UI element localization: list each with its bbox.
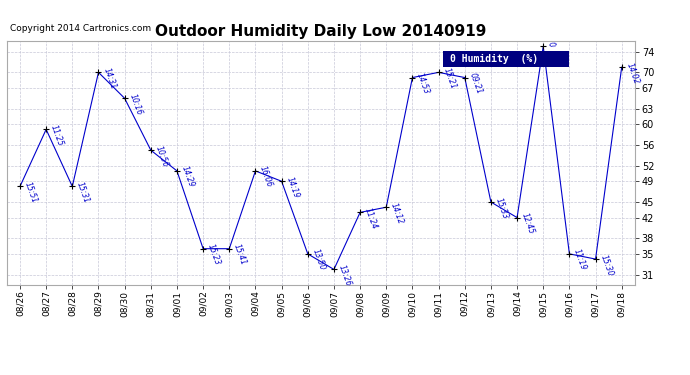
Text: 0: 0 xyxy=(546,40,556,48)
Text: 11:24: 11:24 xyxy=(363,207,379,230)
Text: 15:51: 15:51 xyxy=(23,181,39,204)
Text: 09:21: 09:21 xyxy=(468,72,484,96)
Text: 12:45: 12:45 xyxy=(520,212,536,236)
Text: 11:25: 11:25 xyxy=(49,123,65,147)
Text: 16:06: 16:06 xyxy=(258,165,274,189)
Text: 13:50: 13:50 xyxy=(310,248,326,272)
Text: 14:12: 14:12 xyxy=(389,201,405,225)
Text: 14:31: 14:31 xyxy=(101,66,117,90)
Text: 15:21: 15:21 xyxy=(442,66,457,90)
Text: 14:53: 14:53 xyxy=(415,72,431,96)
Text: 11:19: 11:19 xyxy=(572,248,588,272)
Text: 10:16: 10:16 xyxy=(128,93,144,116)
Text: 14:19: 14:19 xyxy=(284,176,300,199)
Title: Outdoor Humidity Daily Low 20140919: Outdoor Humidity Daily Low 20140919 xyxy=(155,24,486,39)
Text: 14:29: 14:29 xyxy=(179,165,196,189)
Text: 15:33: 15:33 xyxy=(493,196,510,220)
Text: 15:31: 15:31 xyxy=(75,181,91,204)
Text: 15:23: 15:23 xyxy=(206,243,222,267)
Text: 14:02: 14:02 xyxy=(624,62,640,85)
Text: 15:41: 15:41 xyxy=(232,243,248,267)
Text: 15:30: 15:30 xyxy=(598,253,614,277)
Text: 10:56: 10:56 xyxy=(154,144,170,168)
Text: 13:26: 13:26 xyxy=(337,264,353,288)
Text: Copyright 2014 Cartronics.com: Copyright 2014 Cartronics.com xyxy=(10,24,152,33)
